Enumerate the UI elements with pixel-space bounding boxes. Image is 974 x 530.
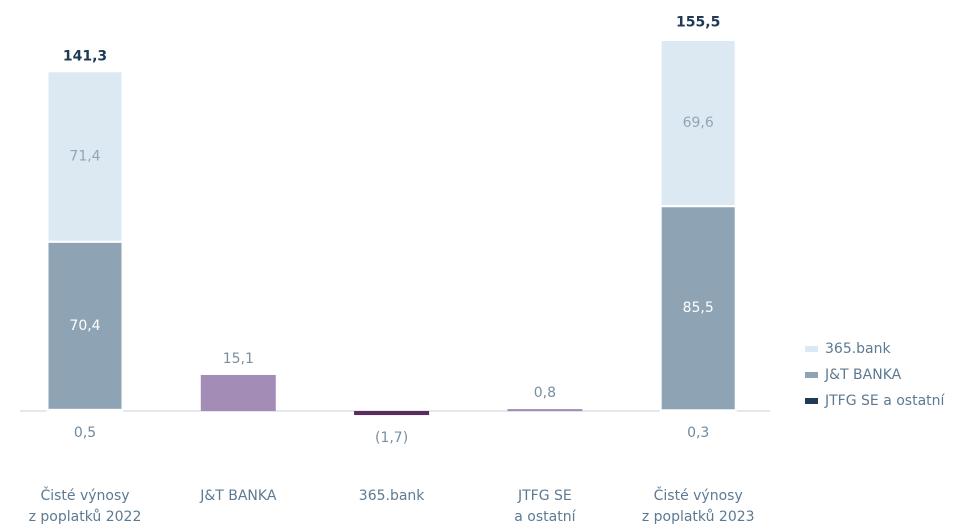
value-label: (1,7) <box>375 430 408 446</box>
legend-swatch <box>805 346 818 352</box>
legend-swatch <box>805 372 818 378</box>
value-label: 0,8 <box>534 385 556 401</box>
bar-segment <box>659 205 737 412</box>
total-label: 141,3 <box>63 49 107 65</box>
bar-segment <box>46 70 124 243</box>
value-label: 15,1 <box>223 351 254 367</box>
legend-label: 365.bank <box>825 341 892 357</box>
value-label: 0,3 <box>687 425 709 441</box>
value-label: 70,4 <box>69 318 100 334</box>
x-tick-label: Čisté výnosy z poplatků 2023 <box>641 488 755 525</box>
legend-label: J&T BANKA <box>824 367 902 383</box>
value-label: 85,5 <box>683 300 714 316</box>
legend-label: JTFG SE a ostatní <box>824 393 946 409</box>
x-tick-label: J&T BANKA <box>200 488 277 504</box>
value-label: 69,6 <box>683 115 714 131</box>
value-label: 0,5 <box>74 425 96 441</box>
x-tick-label: 365.bank <box>358 488 425 504</box>
bar-segment <box>46 240 124 411</box>
change-bar <box>354 411 430 416</box>
x-tick-label: JTFG SE a ostatní <box>514 488 576 525</box>
value-label: 71,4 <box>69 148 100 164</box>
bar-segment <box>659 38 737 208</box>
total-label: 155,5 <box>676 15 720 31</box>
x-tick-label: Čisté výnosy z poplatků 2022 <box>28 488 142 525</box>
legend-swatch <box>805 398 818 404</box>
change-bar <box>200 374 276 411</box>
change-bar <box>507 409 583 412</box>
